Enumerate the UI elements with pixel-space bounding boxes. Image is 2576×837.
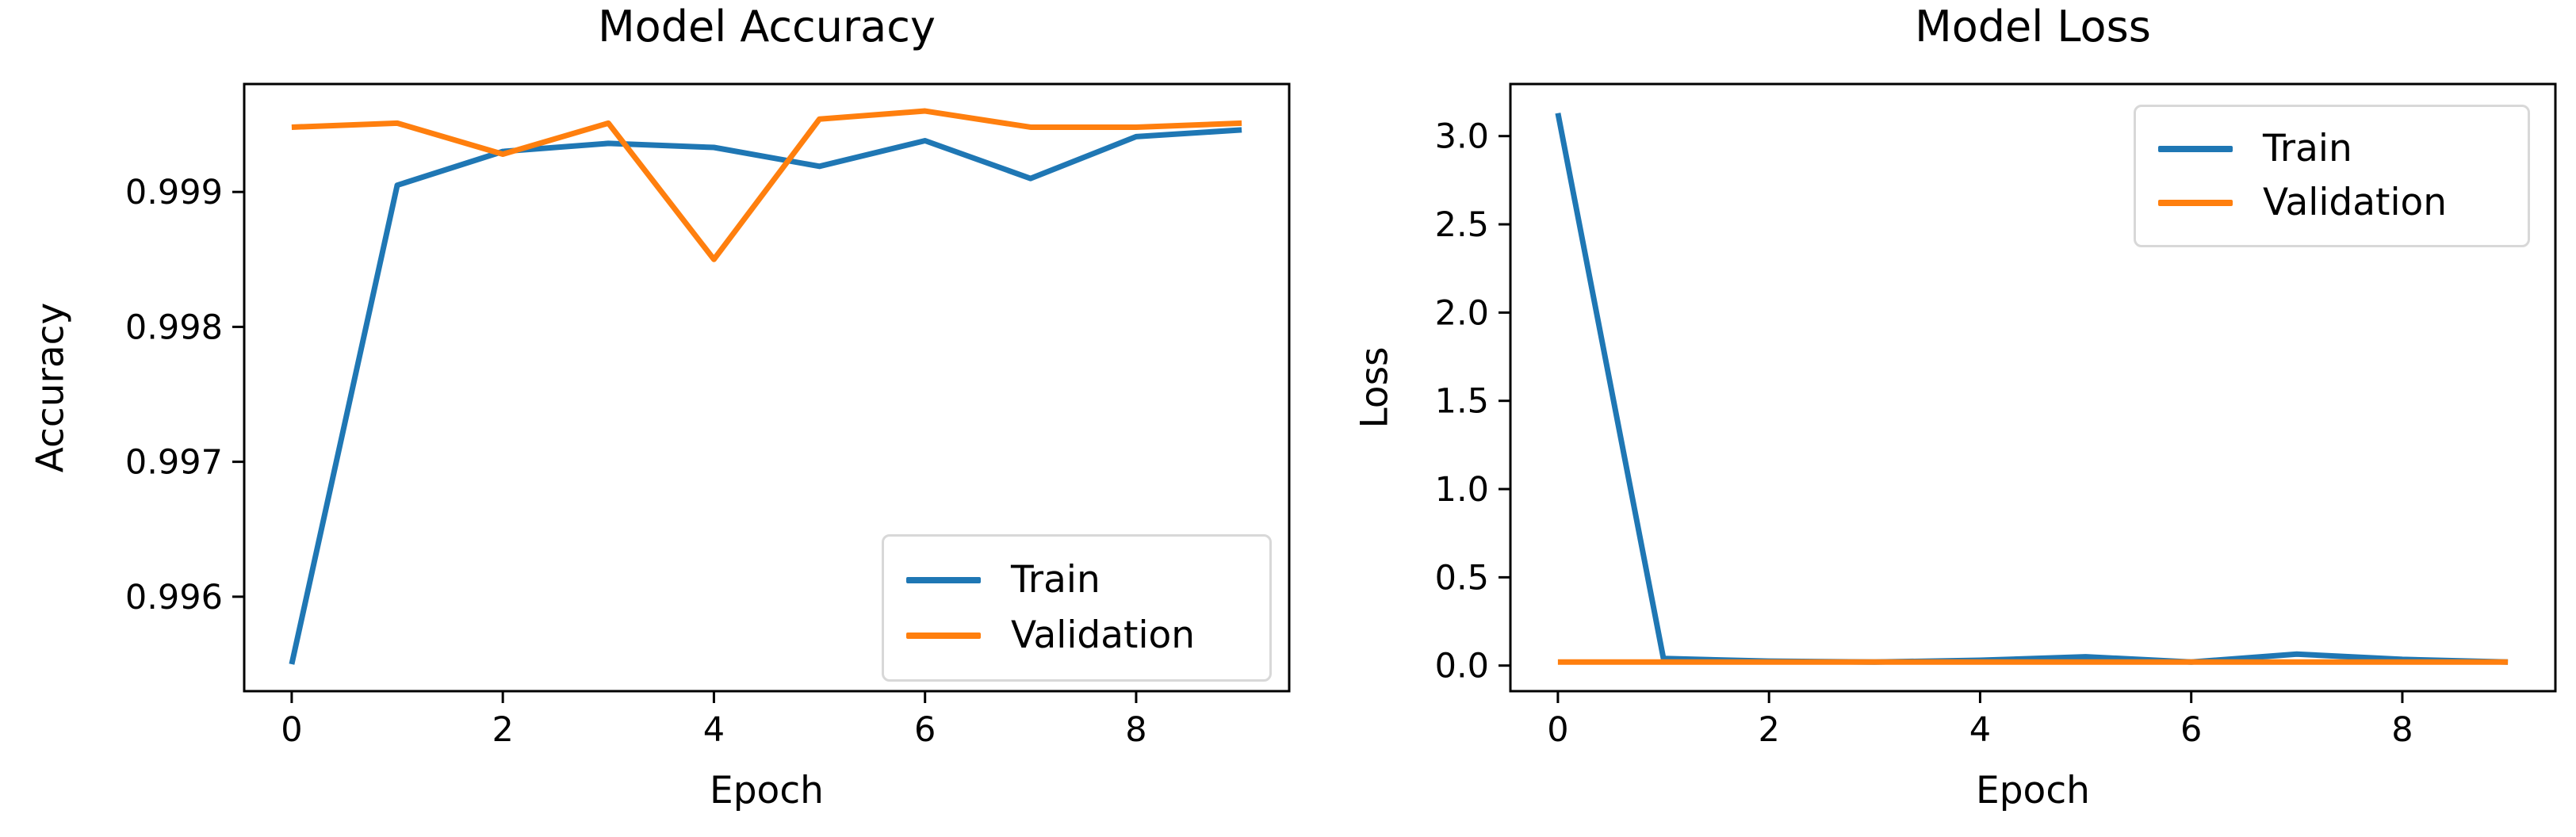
y-tick-label: 0.997	[125, 443, 223, 483]
x-tick-label: 8	[2391, 710, 2413, 750]
accuracy-y-axis-label: Accuracy	[29, 302, 73, 473]
y-tick-label: 3.0	[1435, 117, 1489, 157]
legend-item-train: Train	[2158, 128, 2505, 170]
x-tick-label: 2	[492, 710, 513, 750]
x-tick-label: 6	[2180, 710, 2202, 750]
x-tick-label: 2	[1758, 710, 1779, 750]
y-tick-label: 0.998	[125, 308, 223, 347]
accuracy-chart-title: Model Accuracy	[598, 2, 936, 52]
validation-line-swatch	[2158, 200, 2233, 207]
axes-frame	[1509, 82, 2557, 693]
y-tick-label: 1.0	[1435, 470, 1489, 510]
accuracy-x-axis-label: Epoch	[710, 769, 824, 812]
y-tick-label: 1.5	[1435, 382, 1489, 422]
x-tick-label: 0	[281, 710, 302, 750]
y-tick-label: 0.996	[125, 578, 223, 617]
y-tick-label: 2.0	[1435, 293, 1489, 333]
x-tick-label: 6	[914, 710, 936, 750]
legend-label-train: Train	[2263, 126, 2352, 170]
x-tick-label: 8	[1125, 710, 1146, 750]
legend-item-validation: Validation	[906, 615, 1247, 656]
y-tick-label: 2.5	[1435, 205, 1489, 245]
y-tick-label: 0.0	[1435, 647, 1489, 686]
accuracy-legend: Train Validation	[882, 534, 1272, 682]
y-tick-label: 0.999	[125, 173, 223, 212]
legend-label-validation: Validation	[1011, 613, 1196, 658]
x-tick-label: 4	[1969, 710, 1991, 750]
x-tick-label: 4	[703, 710, 725, 750]
loss-legend: Train Validation	[2134, 105, 2530, 247]
legend-item-train: Train	[906, 560, 1247, 601]
train-line	[289, 127, 1242, 665]
loss-y-axis-label: Loss	[1353, 346, 1397, 429]
legend-label-train: Train	[1011, 557, 1100, 602]
x-tick-label: 0	[1547, 710, 1568, 750]
legend-label-validation: Validation	[2263, 181, 2448, 225]
train-line-swatch	[2158, 145, 2233, 152]
loss-chart-title: Model Loss	[1915, 2, 2151, 52]
validation-line	[291, 108, 1242, 262]
loss-x-axis-label: Epoch	[1976, 769, 2090, 812]
validation-line-swatch	[906, 633, 981, 640]
axes-frame	[243, 82, 1291, 693]
train-line-swatch	[906, 576, 981, 583]
y-tick-label: 0.5	[1435, 558, 1489, 598]
legend-item-validation: Validation	[2158, 182, 2505, 224]
